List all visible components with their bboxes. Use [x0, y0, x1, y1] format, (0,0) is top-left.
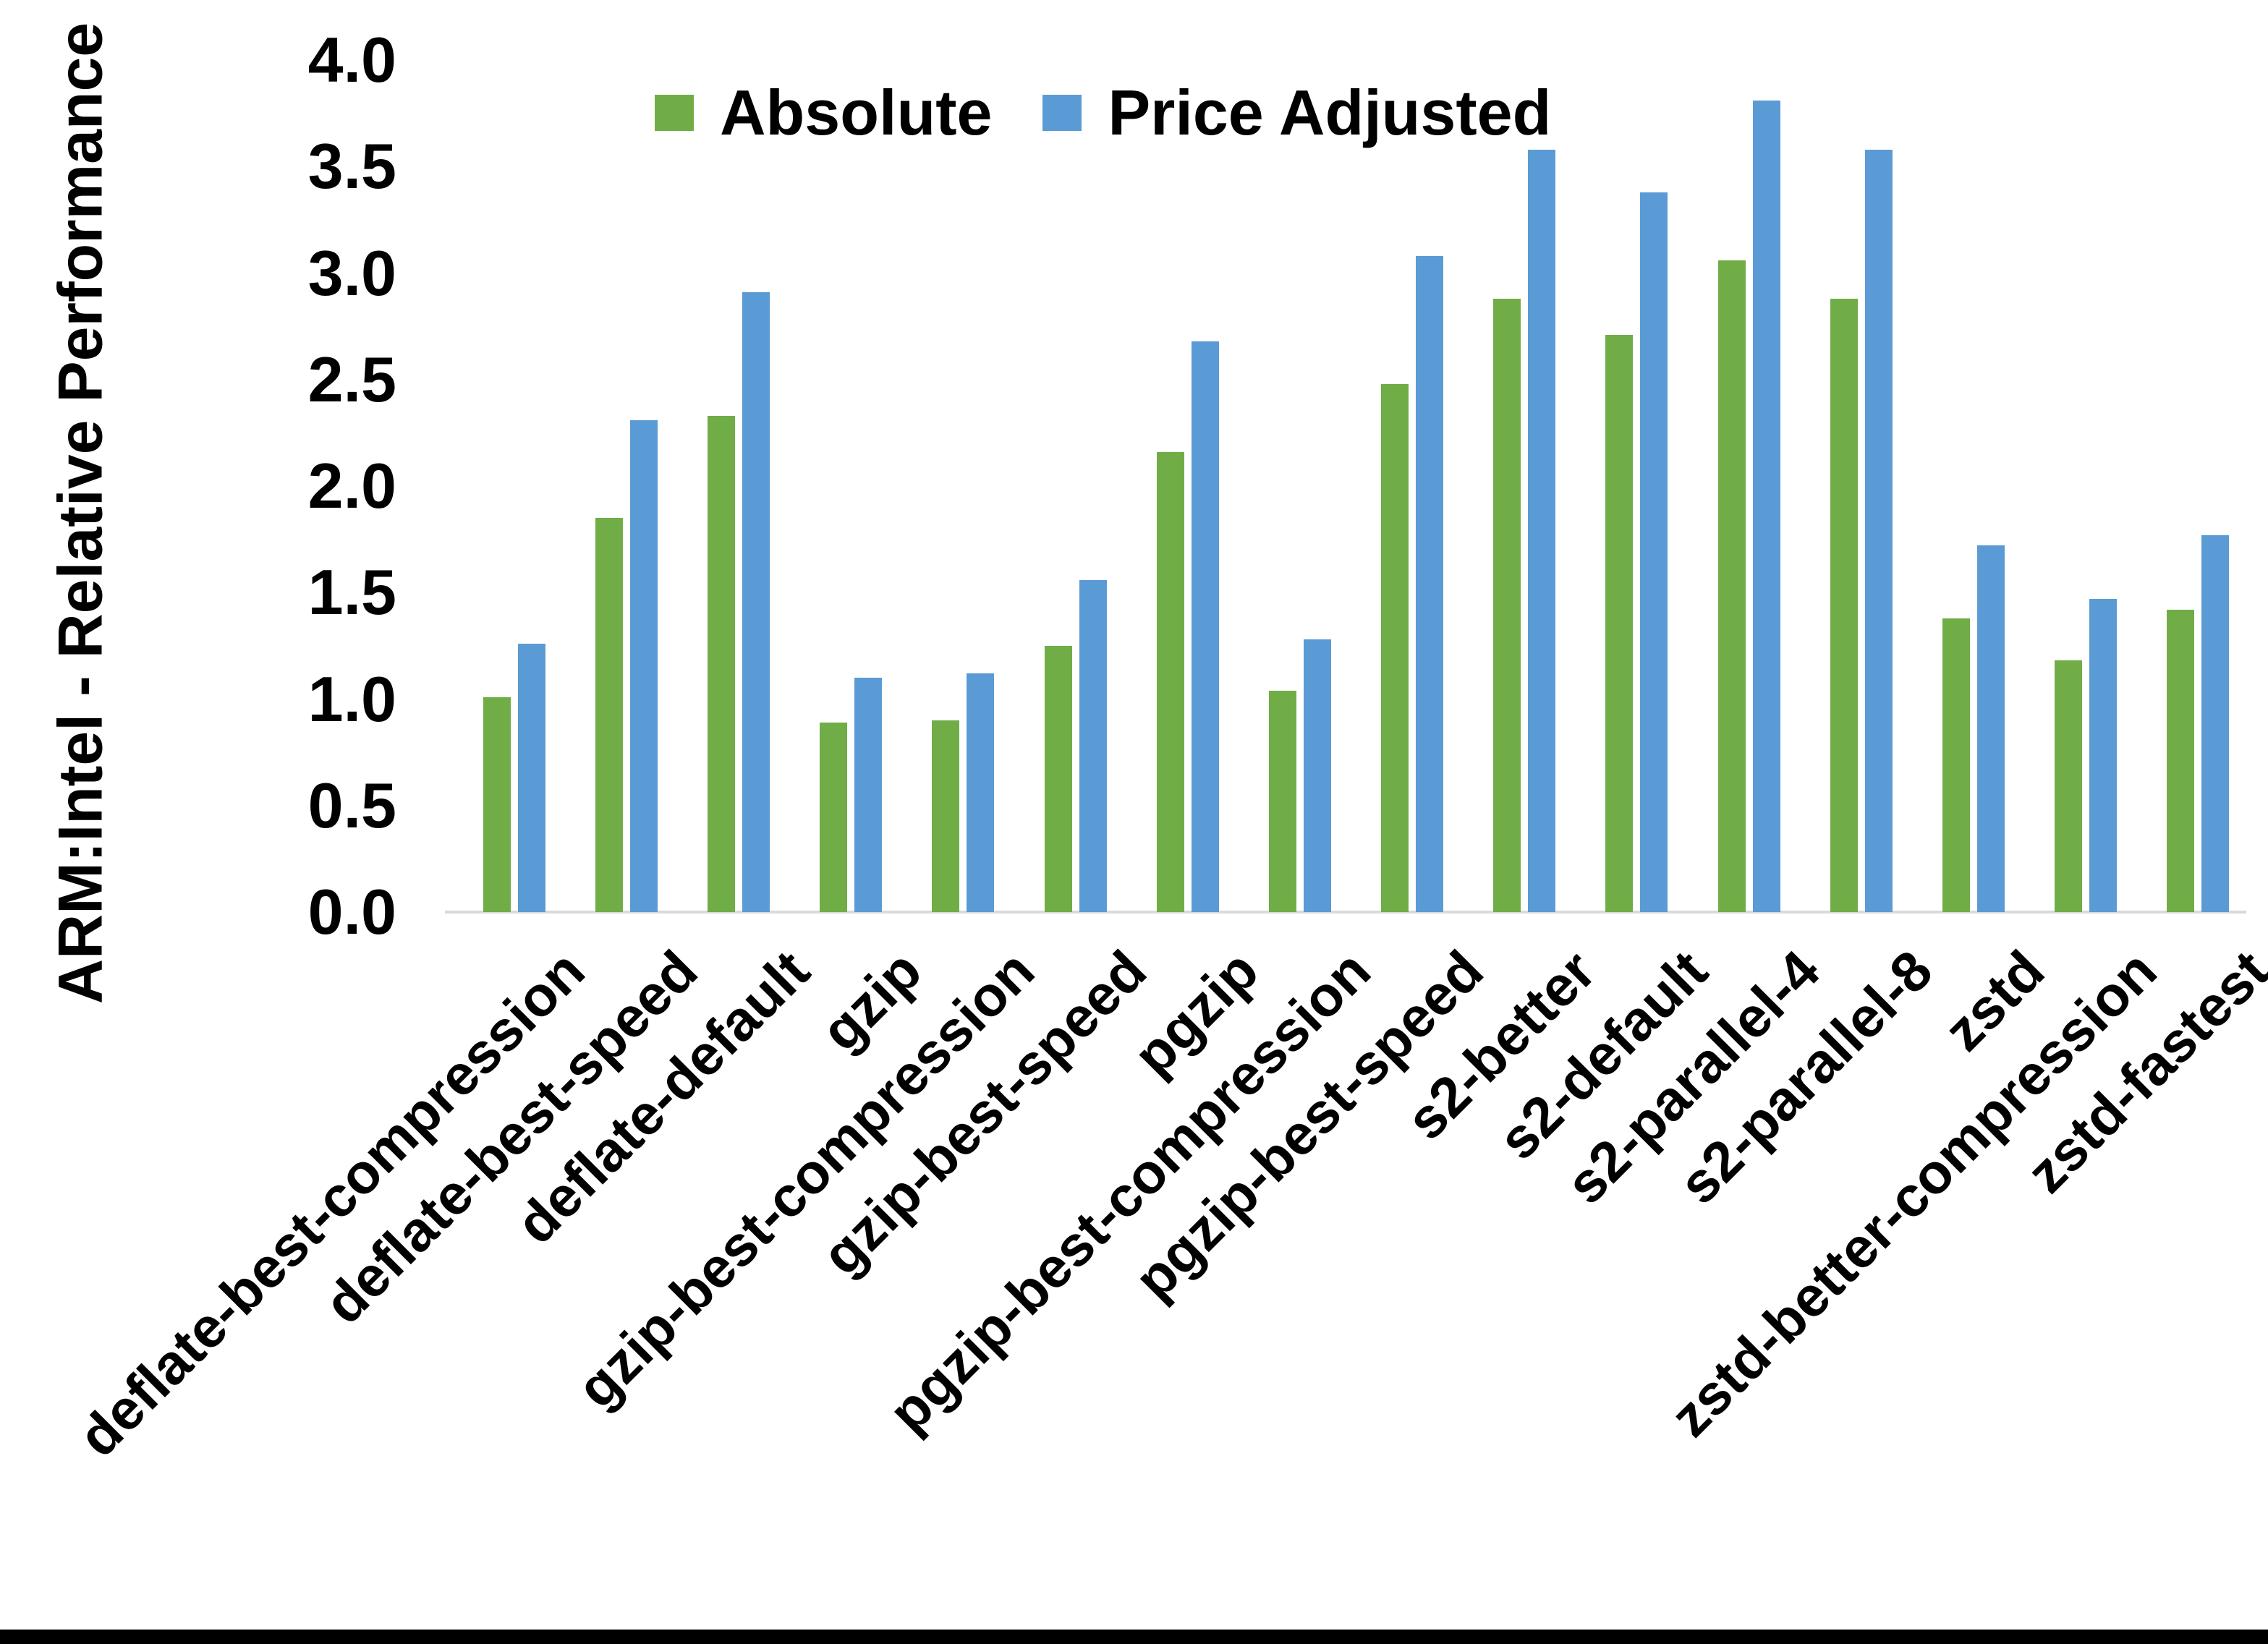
- bar-absolute-pgzip-best-compression: [1268, 690, 1296, 912]
- bar-price-adjusted-deflate-best-speed: [629, 419, 658, 912]
- bar-price-adjusted-pgzip-best-compression: [1303, 639, 1331, 912]
- bar-absolute-pgzip: [1156, 451, 1184, 912]
- y-tick-label-3.0: 3.0: [307, 237, 396, 309]
- bar-absolute-s2-better: [1493, 298, 1521, 912]
- bar-price-adjusted-s2-default: [1640, 192, 1668, 912]
- bar-absolute-gzip-best-speed: [1044, 645, 1072, 912]
- legend-item-price-adjusted: Price Adjusted: [1042, 81, 1551, 145]
- bar-price-adjusted-gzip: [854, 678, 883, 912]
- legend-label: Price Adjusted: [1108, 77, 1552, 148]
- legend-item-absolute: Absolute: [655, 81, 992, 145]
- bar-price-adjusted-zstd: [1977, 545, 2005, 912]
- bar-price-adjusted-pgzip-best-speed: [1416, 255, 1444, 912]
- y-tick-label-2.5: 2.5: [307, 343, 396, 415]
- bar-price-adjusted-s2-better: [1528, 149, 1556, 912]
- y-tick-label-4.0: 4.0: [307, 24, 396, 95]
- bar-price-adjusted-zstd-better-compression: [2089, 599, 2118, 912]
- bar-absolute-s2-parallel-8: [1830, 298, 1858, 912]
- legend: Absolute Price Adjusted: [655, 81, 1551, 145]
- bar-price-adjusted-pgzip: [1191, 341, 1219, 912]
- bar-absolute-zstd-fastest: [2167, 609, 2195, 912]
- bar-price-adjusted-deflate-default: [742, 292, 770, 912]
- bar-absolute-s2-default: [1605, 334, 1634, 912]
- bar-absolute-pgzip-best-speed: [1381, 383, 1409, 912]
- bar-price-adjusted-gzip-best-compression: [967, 673, 995, 912]
- y-tick-label-3.5: 3.5: [307, 130, 396, 203]
- x-axis-line: [445, 911, 2246, 913]
- bar-absolute-zstd-better-compression: [2055, 660, 2083, 912]
- bar-absolute-s2-parallel-4: [1717, 260, 1746, 912]
- bar-absolute-deflate-best-speed: [595, 518, 623, 912]
- y-tick-label-0.5: 0.5: [307, 769, 396, 841]
- legend-swatch-icon: [1042, 95, 1082, 131]
- legend-label: Absolute: [720, 77, 993, 148]
- bar-absolute-gzip: [820, 722, 848, 912]
- bottom-border: [0, 1630, 2268, 1644]
- y-tick-label-0.0: 0.0: [307, 876, 396, 947]
- y-tick-label-1.0: 1.0: [307, 663, 396, 735]
- bar-price-adjusted-deflate-best-compression: [517, 643, 545, 912]
- bar-absolute-zstd: [1942, 618, 1971, 912]
- legend-swatch-icon: [655, 95, 694, 131]
- bar-price-adjusted-zstd-fastest: [2201, 534, 2230, 912]
- bar-price-adjusted-gzip-best-speed: [1079, 579, 1107, 912]
- bar-price-adjusted-s2-parallel-4: [1752, 100, 1780, 912]
- bar-absolute-gzip-best-compression: [932, 720, 960, 912]
- y-tick-label-2.0: 2.0: [307, 450, 396, 521]
- y-axis-title: ARM:Intel - Relative Performance: [46, 22, 116, 1005]
- y-tick-label-1.5: 1.5: [307, 556, 396, 629]
- bar-price-adjusted-s2-parallel-8: [1864, 149, 1893, 912]
- bar-absolute-deflate-default: [707, 415, 735, 912]
- bar-absolute-deflate-best-compression: [483, 697, 511, 912]
